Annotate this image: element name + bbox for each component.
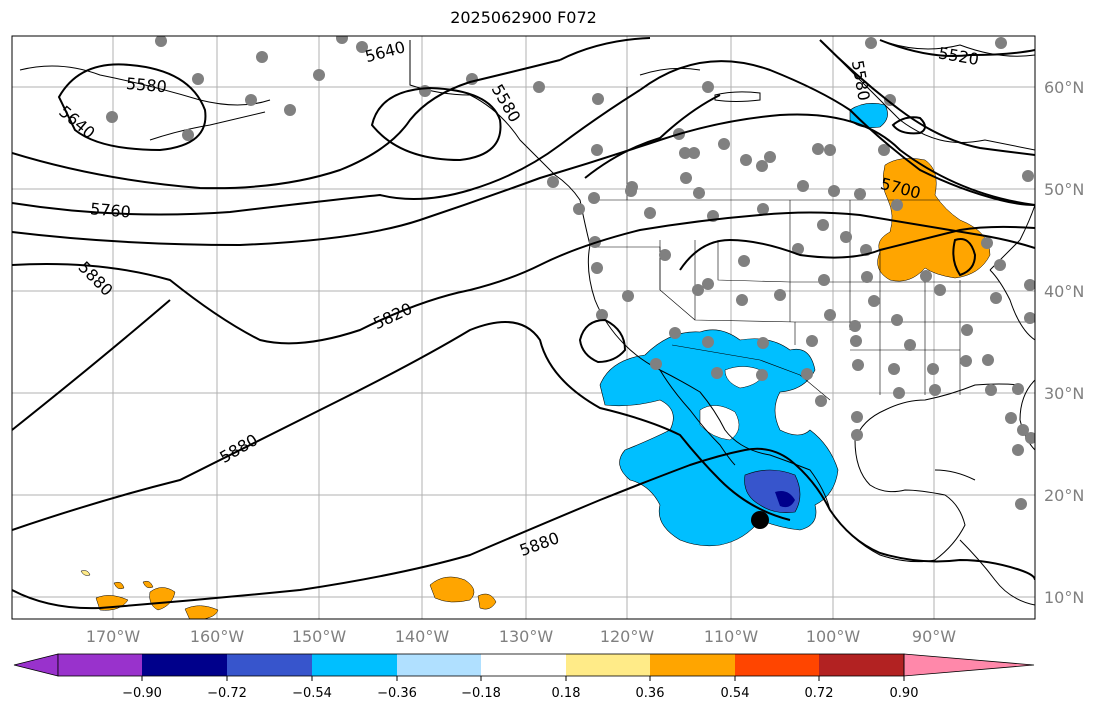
colorbar-tick-label: −0.90 [122, 686, 162, 701]
lat-label: 30°N [1044, 384, 1084, 403]
lat-label: 50°N [1044, 180, 1084, 199]
map-title: 2025062900 F072 [450, 8, 597, 27]
lat-label: 60°N [1044, 78, 1084, 97]
political-borders [595, 87, 1035, 401]
lon-label: 130°W [499, 627, 554, 646]
blue-anomaly-region [599, 329, 839, 547]
orange-anomaly-region [80, 158, 991, 619]
center-marker [751, 511, 769, 529]
colorbar-tick-label: 0.90 [890, 686, 919, 701]
colorbar-ticks [141, 676, 905, 681]
colorbar-bin [566, 654, 650, 676]
colorbar-bin [142, 654, 227, 676]
lon-label: 140°W [395, 627, 450, 646]
lat-label: 20°N [1044, 486, 1084, 505]
colorbar-tick-label: −0.18 [461, 686, 501, 701]
contour-label: 5760 [89, 199, 131, 221]
lat-label: 10°N [1044, 588, 1084, 607]
colorbar-extend-right [903, 653, 1035, 677]
colorbar-tick-label: 0.72 [805, 686, 834, 701]
colorbar-tick-label: 0.18 [552, 686, 581, 701]
colorbar-bin [58, 654, 142, 676]
colorbar-tick-label: 0.54 [721, 686, 750, 701]
colorbar-tick-label: 0.36 [636, 686, 665, 701]
lon-label: 160°W [190, 627, 245, 646]
lon-label: 100°W [806, 627, 861, 646]
contour-label: 5580 [125, 74, 167, 96]
colorbar-bin [312, 654, 397, 676]
colorbar-bin [650, 654, 735, 676]
colorbar-bin [819, 654, 904, 676]
lon-label: 150°W [292, 627, 347, 646]
lon-label: 120°W [600, 627, 655, 646]
colorbar-tick-label: −0.36 [377, 686, 417, 701]
lon-label: 110°W [704, 627, 759, 646]
latitude-labels: 60°N 50°N 40°N 30°N 20°N 10°N [1044, 78, 1084, 607]
colorbar-bin [397, 654, 481, 676]
colorbar-tick-label: −0.72 [207, 686, 247, 701]
lon-label: 90°W [912, 627, 956, 646]
map-frame [11, 35, 1036, 620]
lat-label: 40°N [1044, 282, 1084, 301]
longitude-labels: 170°W 160°W 150°W 140°W 130°W 120°W 110°… [86, 627, 956, 646]
station-dots [106, 36, 1035, 510]
colorbar: −0.90 −0.72 −0.54 −0.36 −0.18 0.18 0.36 … [13, 653, 1035, 701]
colorbar-bin [481, 654, 566, 676]
colorbar-bin [227, 654, 312, 676]
small-blue-patch [849, 103, 888, 128]
height-contours [12, 37, 1035, 610]
colorbar-extend-left [13, 653, 59, 677]
lon-label: 170°W [86, 627, 141, 646]
colorbar-tick-label: −0.54 [292, 686, 332, 701]
colorbar-bin [735, 654, 819, 676]
